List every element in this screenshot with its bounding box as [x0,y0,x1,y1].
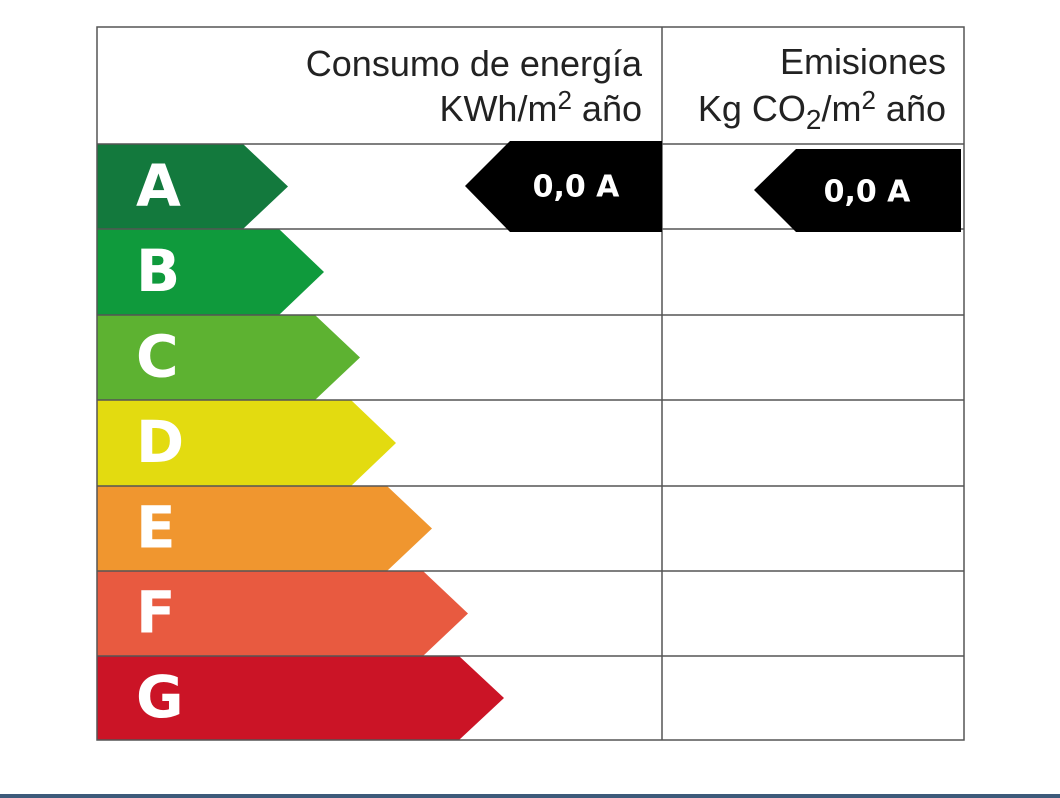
class-letter: F [136,579,176,647]
class-letter: A [136,152,181,220]
unit-part: año [572,88,642,129]
consumption-title: Consumo de energía [306,43,643,84]
consumption-rating: 0,0 A [533,170,621,205]
class-letter: G [136,663,184,731]
class-arrow [97,315,360,400]
consumption-unit: KWh/m2 año [439,85,642,129]
class-arrow [97,571,468,656]
class-arrow [97,229,324,315]
class-letter: D [136,408,184,476]
consumption-badge [465,141,662,232]
class-arrow [97,400,396,486]
class-arrow [97,486,432,571]
table-frame [96,26,965,741]
unit-part: KWh/m [439,88,557,129]
footer-bar [0,794,1060,798]
unit-subscript: 2 [806,104,822,135]
emissions-rating: 0,0 A [824,175,912,210]
class-arrow [97,144,288,229]
class-letter: E [136,494,176,562]
unit-part: año [876,88,946,129]
unit-superscript: 2 [861,85,875,115]
class-letter: B [136,237,180,305]
emissions-unit: Kg CO2/m2 año [698,85,946,135]
unit-part: Kg CO [698,88,806,129]
unit-part: /m [821,88,861,129]
class-arrow [97,656,504,740]
class-letter: C [136,323,179,391]
emissions-title: Emisiones [780,41,946,82]
emissions-badge [754,149,961,232]
unit-superscript: 2 [557,85,571,115]
